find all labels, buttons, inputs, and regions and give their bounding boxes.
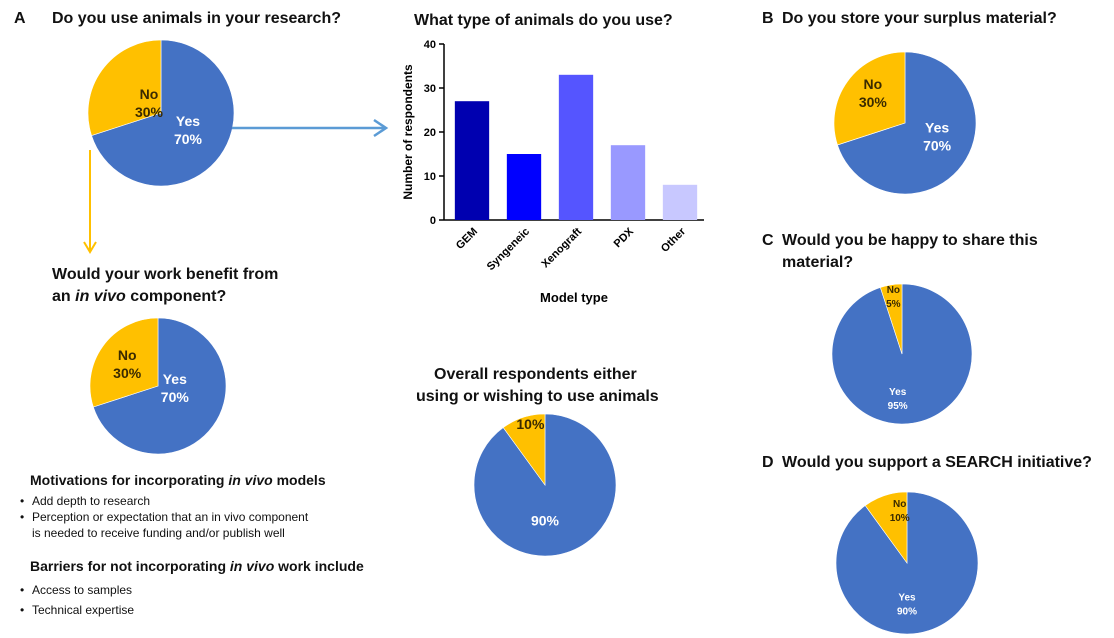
- pie-label-no: No: [118, 347, 137, 363]
- pie-label-yes: 70%: [174, 131, 203, 147]
- panel-letter-c: C: [762, 232, 774, 249]
- x-tick-label: Xenograft: [539, 225, 584, 270]
- panel-b-title: Do you store your surplus material?: [782, 10, 1057, 27]
- pie-slice-no: [502, 413, 546, 486]
- pie-label-yes: Yes: [163, 371, 187, 387]
- pie-label-no: No: [864, 76, 883, 92]
- pie-label-no: 5%: [886, 299, 901, 310]
- pie-chart-store-surplus: Yes 70% No 30%: [833, 51, 977, 195]
- pie-label-no: No: [140, 86, 159, 102]
- pie-label-no: 30%: [113, 365, 142, 381]
- y-tick-label: 10: [424, 171, 436, 183]
- benefit-title-line-2: an in vivo component?: [52, 286, 226, 307]
- barriers-heading: Barriers for not incorporating in vivo w…: [30, 558, 364, 574]
- pie-chart-share-material: Yes 95% No 5%: [831, 283, 973, 425]
- y-tick-label: 40: [424, 39, 436, 51]
- pie-label-yes: 70%: [161, 389, 190, 405]
- pie-slice-yes: [92, 317, 227, 455]
- y-tick-label: 20: [424, 127, 436, 139]
- pie-label-no: No: [887, 285, 900, 296]
- pie-label-yes: Yes: [889, 387, 907, 398]
- overall-title-line-2: using or wishing to use animals: [416, 388, 659, 405]
- panel-letter-d: D: [762, 454, 774, 471]
- overall-title-line-1: Overall respondents either: [434, 366, 637, 383]
- pie-slice-no: [87, 39, 162, 136]
- barriers-list: Access to samples Technical expertise: [10, 580, 134, 620]
- panel-c-title-line-1: Would you be happy to share this: [782, 232, 1038, 249]
- pie-label-no: 10%: [516, 416, 545, 432]
- y-tick-label: 0: [430, 215, 436, 227]
- motivations-list: Add depth to research Perception or expe…: [10, 493, 308, 541]
- motivation-item: Add depth to research: [20, 493, 308, 509]
- bar: [558, 74, 594, 220]
- x-tick-label: Other: [659, 225, 689, 255]
- motivations-heading-italic: in vivo: [228, 472, 273, 488]
- benefit-title-text: an: [52, 288, 76, 305]
- panel-letter-b: B: [762, 10, 774, 27]
- pie-label-yes: 90%: [897, 606, 917, 617]
- motivations-heading-text: Motivations for incorporating: [30, 472, 229, 488]
- pie-label-no: 30%: [859, 94, 888, 110]
- gold-arrow-down: [83, 150, 97, 254]
- pie-slice-no: [864, 491, 908, 564]
- pie-label-no: 10%: [890, 513, 910, 524]
- bar-chart-animal-type: 0 10 20 30 40 GEM Syngeneic Xenograft PDX Other Nu…: [401, 39, 704, 305]
- x-tick-label: PDX: [612, 225, 637, 250]
- pie-label-yes: Yes: [176, 113, 200, 129]
- pie-label-no: No: [893, 499, 906, 510]
- pie-slice-yes: [837, 51, 977, 195]
- panel-c-title-line-2: material?: [782, 254, 854, 271]
- x-tick-label: Syngeneic: [485, 226, 532, 273]
- benefit-title-line-1: Would your work benefit from: [52, 266, 279, 283]
- bar: [610, 145, 646, 220]
- barrier-item: Technical expertise: [20, 600, 134, 620]
- panel-d-title: Would you support a SEARCH initiative?: [782, 454, 1092, 471]
- barriers-heading-text: Barriers for not incorporating: [30, 558, 230, 574]
- x-tick-label: GEM: [454, 226, 480, 252]
- pie-label-yes: 70%: [923, 138, 952, 154]
- x-axis-label: Model type: [540, 290, 608, 305]
- bar: [506, 154, 542, 220]
- motivation-item: Perception or expectation that an in viv…: [20, 509, 308, 525]
- benefit-title-italic: in vivo: [75, 288, 126, 305]
- blue-arrow-right: [232, 118, 389, 138]
- motivation-item: is needed to receive funding and/or publ…: [32, 526, 285, 540]
- pie-slice-no: [89, 317, 159, 408]
- pie-label-yes: Yes: [898, 592, 916, 603]
- y-axis-label: Number of respondents: [401, 64, 415, 200]
- panel-letter-a: A: [14, 10, 26, 27]
- pie-slice-yes: [91, 39, 235, 187]
- motivations-heading: Motivations for incorporating in vivo mo…: [30, 472, 326, 488]
- barriers-heading-text: work include: [274, 558, 364, 574]
- pie-chart-overall: 90% 10%: [473, 413, 617, 557]
- pie-label-yes: 95%: [888, 401, 908, 412]
- bar: [454, 101, 490, 220]
- pie-label-yes: 90%: [531, 513, 560, 529]
- y-tick-label: 30: [424, 83, 436, 95]
- motivations-heading-text: models: [272, 472, 326, 488]
- pie-label-yes: Yes: [925, 120, 949, 136]
- pie-chart-search-initiative: Yes 90% No 10%: [835, 491, 979, 635]
- benefit-title-text: component?: [125, 288, 227, 305]
- panel-a-title: Do you use animals in your research?: [52, 10, 341, 27]
- pie-slice-no: [833, 51, 906, 146]
- bar-chart-title: What type of animals do you use?: [414, 12, 673, 29]
- barrier-item: Access to samples: [20, 580, 134, 600]
- barriers-heading-italic: in vivo: [229, 558, 275, 574]
- pie-slice-no: [879, 283, 903, 355]
- pie-chart-animal-use: Yes 70% No 30%: [87, 39, 235, 187]
- pie-chart-invivo-benefit: Yes 70% No 30%: [89, 317, 227, 455]
- pie-label-no: 30%: [135, 104, 164, 120]
- bar: [662, 184, 698, 220]
